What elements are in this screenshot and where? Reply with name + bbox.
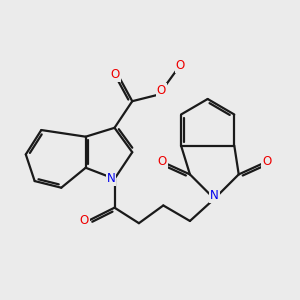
Text: O: O xyxy=(157,84,166,97)
Text: O: O xyxy=(176,59,185,72)
Text: N: N xyxy=(210,189,219,202)
Text: O: O xyxy=(262,154,271,168)
Text: O: O xyxy=(111,68,120,81)
Text: N: N xyxy=(106,172,115,185)
Text: O: O xyxy=(158,154,166,168)
Text: O: O xyxy=(80,214,89,227)
